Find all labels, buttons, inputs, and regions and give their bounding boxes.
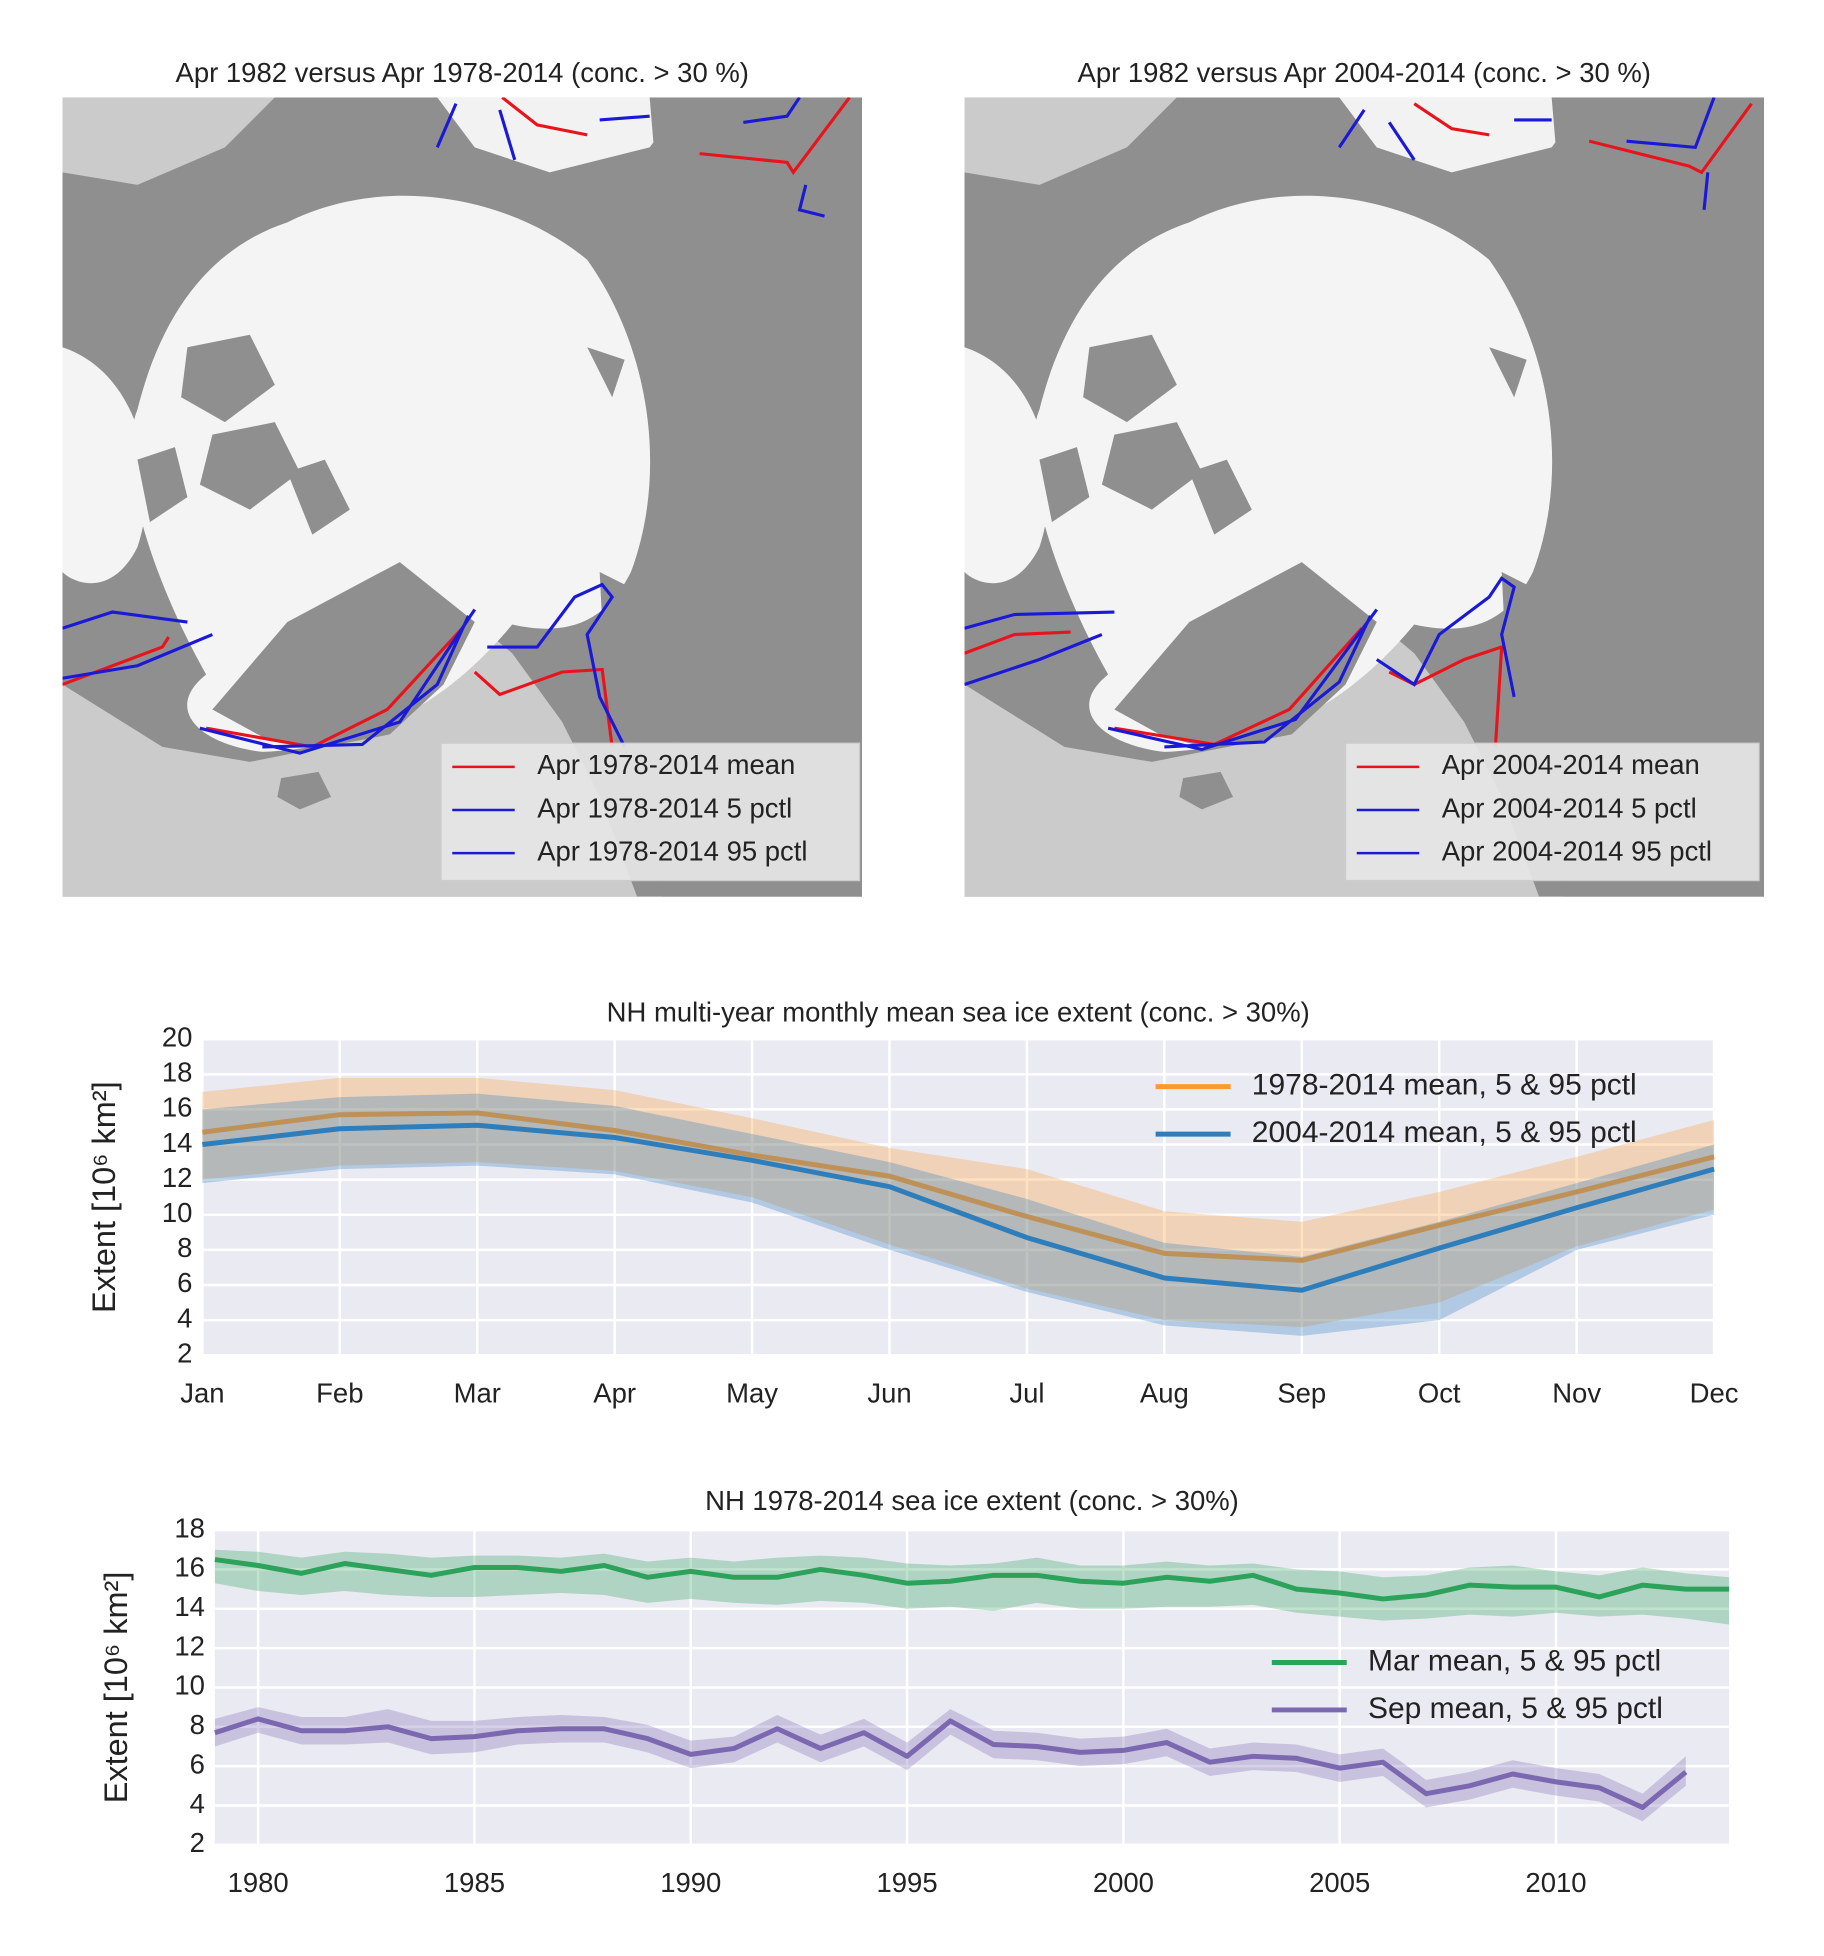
x-tick-label: 1980 [228, 1867, 289, 1898]
y-tick-label: 8 [177, 1232, 192, 1263]
y-tick-label: 16 [162, 1092, 193, 1123]
x-tick-label: Nov [1552, 1377, 1601, 1408]
y-tick-label: 8 [190, 1709, 205, 1740]
legend-label: Apr 1978-2014 mean [537, 749, 795, 780]
x-tick-label: Jun [867, 1377, 911, 1408]
y-tick-label: 14 [162, 1127, 193, 1158]
line [214, 1557, 1730, 1602]
y-tick-label: 14 [174, 1591, 205, 1622]
map-1 [62, 97, 863, 897]
y-tick-label: 6 [177, 1267, 192, 1298]
x-tick-label: Aug [1140, 1377, 1189, 1408]
x-tick-label: Mar [454, 1377, 501, 1408]
x-tick-label: 2010 [1525, 1867, 1586, 1898]
x-tick-label: Jan [180, 1377, 224, 1408]
y-tick-label: 18 [162, 1057, 193, 1088]
legend-label: Sep mean, 5 & 95 pctl [1368, 1692, 1663, 1725]
legend-label: 1978-2014 mean, 5 & 95 pctl [1252, 1069, 1637, 1102]
map-title: Apr 1982 versus Apr 1978-2014 (conc. > 3… [176, 57, 749, 88]
line [202, 1110, 1715, 1263]
chart-title: NH multi-year monthly mean sea ice exten… [607, 996, 1310, 1027]
line [202, 1122, 1715, 1293]
legend-label: 2004-2014 mean, 5 & 95 pctl [1252, 1116, 1637, 1149]
x-tick-label: 1985 [444, 1867, 505, 1898]
y-tick-label: 16 [174, 1552, 205, 1583]
legend-label: Apr 2004-2014 95 pctl [1442, 835, 1712, 866]
y-tick-label: 2 [177, 1337, 192, 1368]
y-tick-label: 10 [174, 1670, 205, 1701]
band [202, 1077, 1715, 1328]
y-tick-label: 4 [190, 1788, 205, 1819]
x-tick-label: Apr [593, 1377, 636, 1408]
y-tick-label: 2 [190, 1827, 205, 1858]
x-tick-label: 1990 [660, 1867, 721, 1898]
x-tick-label: 1995 [877, 1867, 938, 1898]
y-tick-label: 4 [177, 1302, 192, 1333]
x-tick-label: Feb [316, 1377, 363, 1408]
legend-label: Mar mean, 5 & 95 pctl [1368, 1644, 1661, 1677]
legend-label: Apr 1978-2014 5 pctl [537, 792, 792, 823]
map-title: Apr 1982 versus Apr 2004-2014 (conc. > 3… [1078, 57, 1651, 88]
y-tick-label: 20 [162, 1021, 193, 1052]
x-tick-label: Sep [1277, 1377, 1326, 1408]
y-axis-label: Extent [10⁶ km²] [98, 1572, 134, 1804]
legend-label: Apr 2004-2014 mean [1442, 749, 1700, 780]
legend-label: Apr 1978-2014 95 pctl [537, 835, 807, 866]
y-axis-label: Extent [10⁶ km²] [86, 1081, 122, 1313]
chart-title: NH 1978-2014 sea ice extent (conc. > 30%… [705, 1485, 1239, 1516]
x-tick-label: 2005 [1309, 1867, 1370, 1898]
map-2 [964, 97, 1765, 897]
x-tick-label: Dec [1690, 1377, 1739, 1408]
band [214, 1707, 1686, 1822]
y-tick-label: 18 [174, 1512, 205, 1543]
y-tick-label: 10 [162, 1197, 193, 1228]
x-tick-label: 2000 [1093, 1867, 1154, 1898]
y-tick-label: 6 [190, 1748, 205, 1779]
line [214, 1716, 1688, 1810]
x-tick-label: Oct [1418, 1377, 1461, 1408]
y-tick-label: 12 [162, 1162, 193, 1193]
x-tick-label: May [726, 1377, 778, 1408]
y-tick-label: 12 [174, 1630, 205, 1661]
x-tick-label: Jul [1009, 1377, 1044, 1408]
legend-label: Apr 2004-2014 5 pctl [1442, 792, 1697, 823]
